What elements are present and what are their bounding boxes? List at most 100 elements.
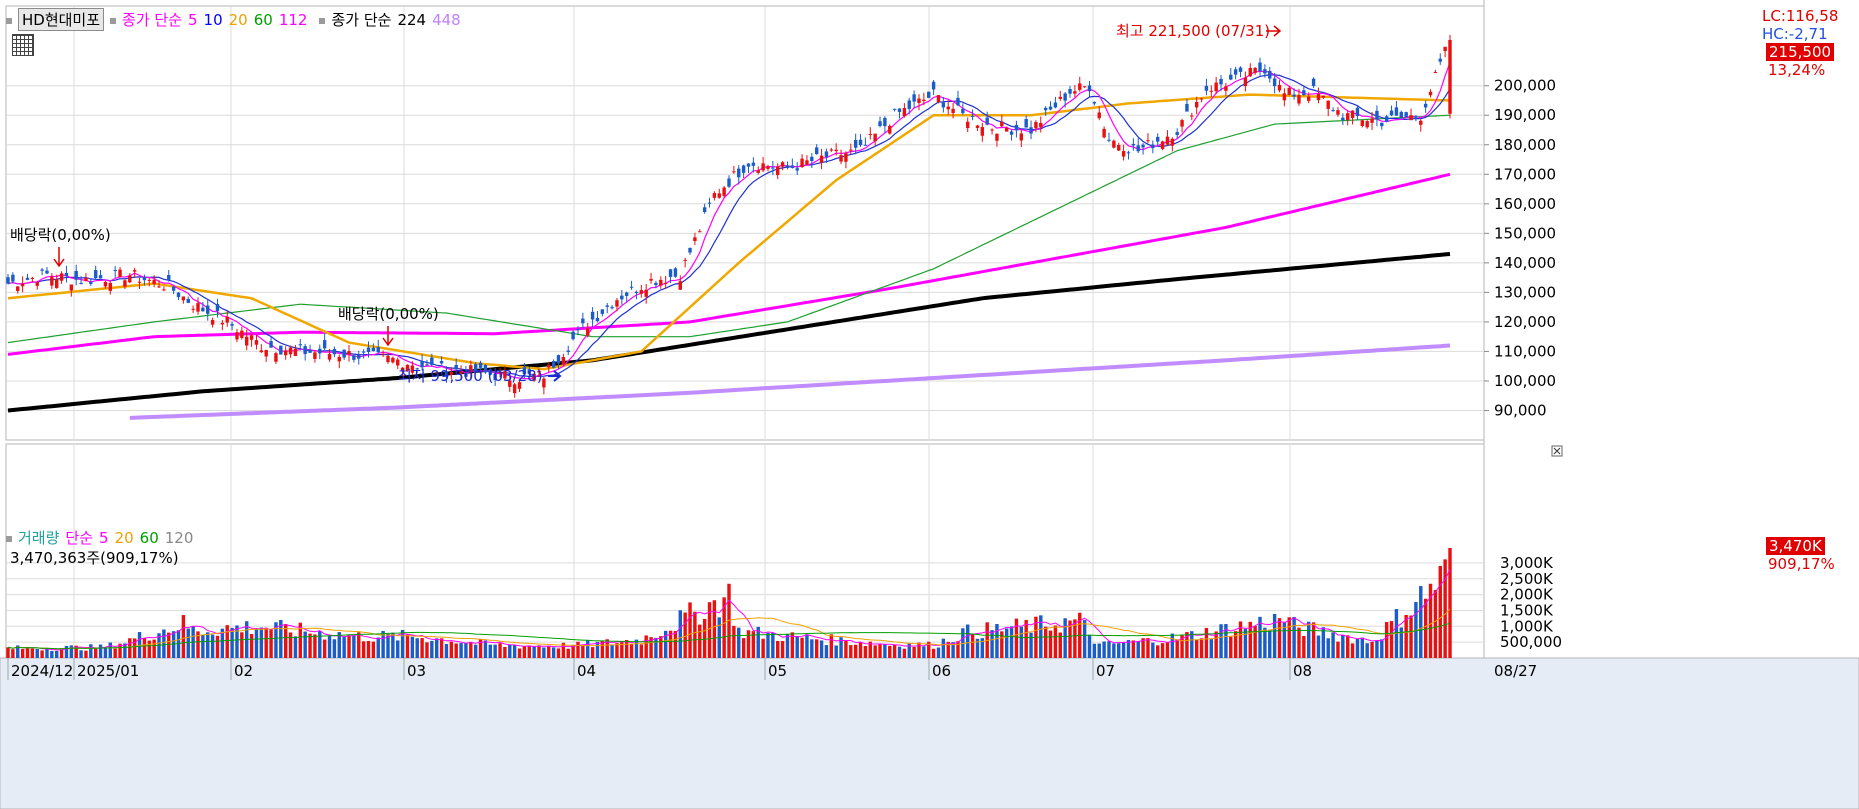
volume-bar [751,631,756,658]
candle-body [1272,78,1277,87]
volume-bar [1000,631,1004,658]
candle-body [810,156,814,162]
candle-body [629,286,634,288]
legend-toggle-icon[interactable] [6,17,12,24]
candle-body [776,166,780,176]
candle-body [936,95,941,103]
volume-ma-60 [7,622,1451,650]
candle-body [1419,120,1423,125]
volume-bar [542,647,546,658]
volume-bar [829,634,834,658]
volume-bar [201,634,205,658]
volume-bar [410,636,415,658]
candle-body [464,373,468,377]
candle-body [688,247,692,253]
candle-body [1365,121,1369,128]
price-panel [5,5,1485,441]
volume-bar [469,641,473,658]
volume-bar [298,622,303,658]
volume-bar [849,645,853,658]
candle-body [191,308,195,310]
candle-body [761,163,765,171]
volume-bar [927,641,931,658]
candle-body [181,296,186,301]
volume-bar [59,648,64,658]
volume-bar [483,640,488,658]
candle-body [332,349,337,355]
volume-bar [1190,631,1194,658]
volume-bar [400,629,405,658]
candle-body [352,355,356,360]
volume-bar [498,643,502,658]
volume-bar [814,639,819,658]
candle-body [956,97,960,106]
candle-body [89,281,93,284]
candle-body [615,300,619,307]
volume-bar [55,650,59,658]
volume-bar [357,632,361,658]
volume-bar [288,632,293,658]
volume-bar [810,639,814,658]
volume-bar [1375,640,1379,658]
candle-body [16,286,20,291]
moving-average-ma5 [7,62,1451,380]
volume-bar [1448,548,1452,658]
candle-body [347,351,351,355]
candle-body [483,364,488,373]
volume-bar [629,643,634,658]
volume-bar [649,637,653,658]
ma-label: 종가 단순 [122,11,182,29]
dividend-arrow-icon [53,247,65,268]
volume-bar [473,644,478,658]
volume-bar [858,642,863,658]
legend-toggle-icon[interactable] [110,17,117,24]
symbol-button[interactable]: HD현대미포 [18,8,105,31]
volume-bar [659,636,663,658]
candle-body [566,350,570,352]
volume-bar [1058,632,1062,658]
candle-body [1063,93,1067,101]
candle-body [853,139,858,148]
volume-bar [605,639,609,658]
candle-body [118,269,122,277]
candle-body [245,336,249,346]
candle-body [1082,86,1087,88]
volume-bar [89,644,93,658]
candle-body [132,270,137,272]
candle-body [1146,140,1150,142]
volume-bar [249,634,254,658]
candle-body [795,168,799,171]
volume-bar [917,642,921,658]
current-date-label: 08/27 [1494,662,1537,680]
date-label: 07 [1096,662,1115,680]
legend-toggle-icon[interactable] [6,535,12,542]
candle-body [1321,95,1326,98]
ma-period-448: 448 [432,11,461,29]
volume-bar [254,629,259,658]
volume-bar [264,627,268,658]
volume-bar [1194,639,1199,658]
volume-bar [756,626,760,658]
candle-body [1043,107,1048,111]
grid-table-icon[interactable] [12,34,34,56]
legend-toggle-icon[interactable] [319,17,326,24]
candle-body [69,284,74,291]
candle-body [1389,110,1394,116]
volume-bar [225,625,229,658]
candle-body [897,108,902,112]
candle-body [785,165,790,169]
candle-body [1423,103,1428,108]
candle-body [279,345,283,355]
candle-body [1375,110,1379,120]
price-tick-label: 140,000 [1494,254,1556,272]
candle-body [264,349,268,357]
candle-body [1331,110,1335,112]
candle-body [873,133,877,142]
candle-body [361,351,366,353]
candle-body [741,165,746,173]
volume-bar [1141,638,1145,658]
candle-body [863,144,868,146]
volume-bar [327,635,332,658]
volume-bar [1092,643,1097,658]
volume-bar [537,645,541,658]
